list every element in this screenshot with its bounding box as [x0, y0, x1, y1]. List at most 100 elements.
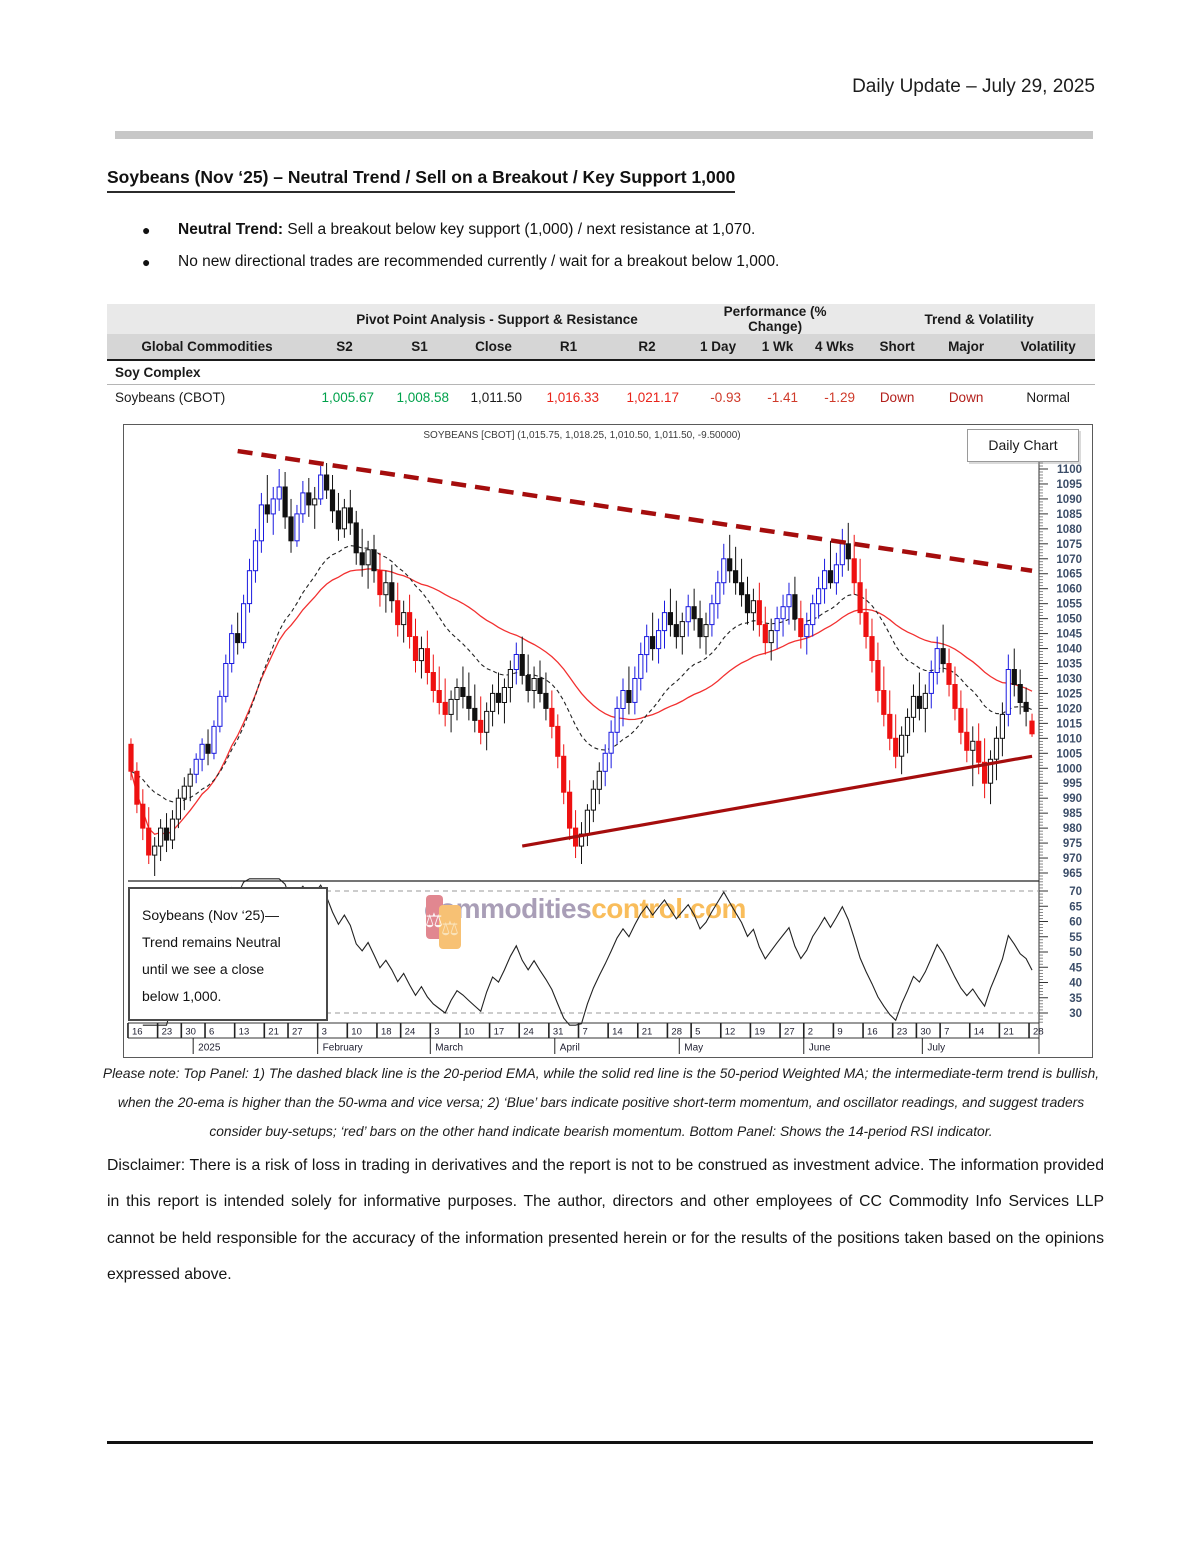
- annotation-line: Soybeans (Nov ‘25)—: [142, 907, 279, 923]
- chart-annotation-box: Soybeans (Nov ‘25)— Trend remains Neutra…: [128, 887, 328, 1021]
- svg-text:1060: 1060: [1056, 584, 1082, 596]
- svg-text:14: 14: [974, 1027, 985, 1038]
- svg-text:SOYBEANS [CBOT] (1,015.75, 1,0: SOYBEANS [CBOT] (1,015.75, 1,018.25, 1,0…: [423, 430, 740, 441]
- svg-text:⚖: ⚖: [441, 918, 459, 940]
- svg-text:17: 17: [494, 1027, 505, 1038]
- cell-s1: 1,008.58: [396, 389, 449, 405]
- svg-text:3: 3: [434, 1027, 439, 1038]
- svg-text:27: 27: [292, 1027, 303, 1038]
- summary-bullets: ● Neutral Trend: Sell a breakout below k…: [142, 221, 1092, 285]
- bullet-text: Sell a breakout below key support (1,000…: [287, 221, 756, 238]
- candlestick-chart: SOYBEANS [CBOT] (1,015.75, 1,018.25, 1,0…: [127, 430, 1083, 1054]
- svg-text:1005: 1005: [1056, 748, 1082, 760]
- svg-text:9: 9: [837, 1027, 842, 1038]
- svg-text:1065: 1065: [1056, 569, 1082, 581]
- svg-text:6: 6: [209, 1027, 214, 1038]
- col-header-s1: S1: [382, 334, 457, 360]
- svg-text:1070: 1070: [1056, 554, 1082, 566]
- svg-text:18: 18: [381, 1027, 392, 1038]
- svg-text:28: 28: [1033, 1027, 1044, 1038]
- bullet-item: ● No new directional trades are recommen…: [142, 253, 1092, 271]
- chart-footnote: Please note: Top Panel: 1) The dashed bl…: [102, 1066, 1100, 1139]
- svg-text:1015: 1015: [1056, 718, 1082, 730]
- svg-text:30: 30: [1069, 1008, 1082, 1020]
- svg-text:975: 975: [1063, 838, 1083, 850]
- svg-text:28: 28: [671, 1027, 682, 1038]
- col-header-major: Major: [931, 334, 1002, 360]
- group-header-empty: [107, 304, 307, 334]
- bullet-icon: ●: [142, 254, 151, 270]
- svg-text:23: 23: [162, 1027, 173, 1038]
- svg-text:65: 65: [1069, 901, 1082, 913]
- svg-text:35: 35: [1069, 993, 1082, 1005]
- col-header-volatility: Volatility: [1001, 334, 1096, 360]
- svg-text:June: June: [809, 1043, 831, 1054]
- svg-text:1030: 1030: [1056, 673, 1082, 685]
- svg-text:30: 30: [920, 1027, 931, 1038]
- svg-text:3: 3: [322, 1027, 327, 1038]
- cell-volatility: Normal: [1026, 389, 1070, 405]
- col-header-1wk: 1 Wk: [749, 334, 807, 360]
- svg-text:February: February: [323, 1043, 363, 1054]
- disclaimer: Disclaimer: There is a risk of loss in t…: [107, 1157, 1104, 1283]
- svg-text:5: 5: [695, 1027, 700, 1038]
- svg-text:990: 990: [1063, 793, 1082, 805]
- cell-r1: 1,016.33: [546, 389, 599, 405]
- bullet-text: No new directional trades are recommende…: [178, 253, 780, 270]
- svg-text:55: 55: [1069, 932, 1082, 944]
- svg-text:1080: 1080: [1056, 524, 1082, 536]
- cell-1day: -0.93: [710, 389, 742, 405]
- section-label: Soy Complex: [107, 360, 1096, 385]
- svg-text:13: 13: [239, 1027, 250, 1038]
- svg-text:1000: 1000: [1056, 763, 1082, 775]
- group-header-trend: Trend & Volatility: [863, 304, 1096, 334]
- svg-text:7: 7: [944, 1027, 949, 1038]
- svg-text:27: 27: [784, 1027, 795, 1038]
- commoditiescontrol-logo-icon: ⚖ ⚖: [425, 895, 461, 949]
- col-header-short: Short: [863, 334, 932, 360]
- table-row: Soybeans (CBOT) 1,005.67 1,008.58 1,011.…: [107, 385, 1095, 410]
- svg-text:1095: 1095: [1056, 479, 1082, 491]
- cell-name: Soybeans (CBOT): [115, 389, 226, 405]
- svg-text:April: April: [560, 1043, 580, 1054]
- svg-text:985: 985: [1063, 808, 1083, 820]
- svg-text:40: 40: [1069, 978, 1082, 990]
- svg-text:1045: 1045: [1056, 629, 1082, 641]
- cell-4wks: -1.29: [824, 389, 856, 405]
- header-divider: [115, 131, 1093, 139]
- col-header-name: Global Commodities: [107, 334, 307, 360]
- cell-short-trend: Down: [879, 389, 915, 405]
- col-header-r2: R2: [607, 334, 688, 360]
- col-header-r1: R1: [530, 334, 607, 360]
- svg-text:965: 965: [1063, 868, 1083, 880]
- col-header-close: Close: [457, 334, 530, 360]
- annotation-line: Trend remains Neutral: [142, 934, 281, 950]
- svg-text:1090: 1090: [1056, 494, 1082, 506]
- svg-text:16: 16: [132, 1027, 143, 1038]
- svg-text:1040: 1040: [1056, 644, 1082, 656]
- footer-rule: [107, 1441, 1093, 1444]
- svg-text:1100: 1100: [1057, 464, 1082, 476]
- svg-text:31: 31: [553, 1027, 564, 1038]
- svg-text:23: 23: [897, 1027, 908, 1038]
- svg-text:12: 12: [725, 1027, 736, 1038]
- cell-r2: 1,021.17: [626, 389, 680, 405]
- svg-text:60: 60: [1069, 917, 1082, 929]
- group-header-pivot: Pivot Point Analysis - Support & Resista…: [307, 304, 688, 334]
- svg-text:10: 10: [351, 1027, 362, 1038]
- svg-text:1085: 1085: [1056, 509, 1082, 521]
- svg-text:45: 45: [1069, 962, 1082, 974]
- svg-text:May: May: [684, 1043, 703, 1054]
- svg-text:14: 14: [612, 1027, 623, 1038]
- bullet-item: ● Neutral Trend: Sell a breakout below k…: [142, 221, 1092, 239]
- svg-text:970: 970: [1063, 853, 1082, 865]
- page-title: Soybeans (Nov ‘25) – Neutral Trend / Sel…: [107, 167, 736, 193]
- col-header-1day: 1 Day: [687, 334, 750, 360]
- svg-text:16: 16: [867, 1027, 878, 1038]
- svg-text:1050: 1050: [1056, 614, 1082, 626]
- svg-text:1020: 1020: [1056, 703, 1082, 715]
- col-header-4wks: 4 Wks: [806, 334, 864, 360]
- svg-text:21: 21: [1003, 1027, 1014, 1038]
- annotation-line: below 1,000.: [142, 988, 222, 1004]
